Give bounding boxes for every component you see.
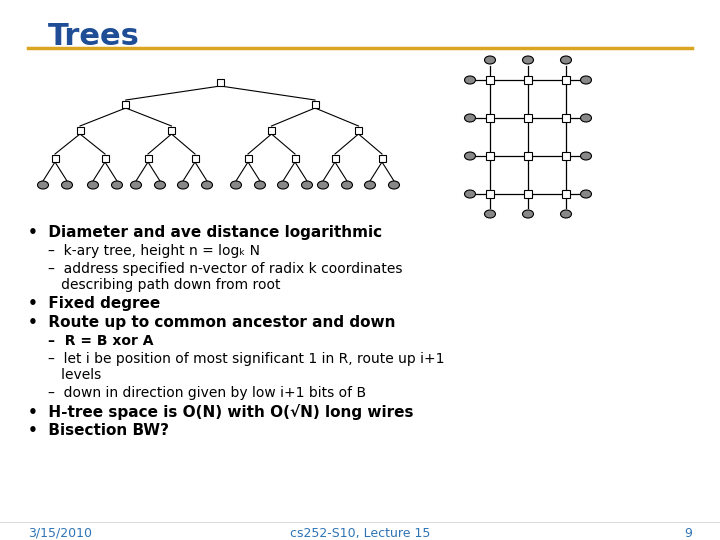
- Ellipse shape: [523, 56, 534, 64]
- Bar: [486, 152, 494, 160]
- Ellipse shape: [37, 181, 48, 189]
- Bar: [192, 154, 199, 161]
- Bar: [312, 100, 318, 107]
- Text: •  Route up to common ancestor and down: • Route up to common ancestor and down: [28, 315, 395, 330]
- Text: •  Fixed degree: • Fixed degree: [28, 296, 161, 311]
- Ellipse shape: [277, 181, 289, 189]
- Ellipse shape: [155, 181, 166, 189]
- Text: 9: 9: [684, 527, 692, 540]
- Bar: [145, 154, 151, 161]
- Bar: [486, 114, 494, 122]
- Ellipse shape: [112, 181, 122, 189]
- Bar: [331, 154, 338, 161]
- Ellipse shape: [464, 76, 475, 84]
- Text: •  H-tree space is O(N) with O(√N) long wires: • H-tree space is O(N) with O(√N) long w…: [28, 404, 413, 420]
- Ellipse shape: [254, 181, 266, 189]
- Ellipse shape: [341, 181, 353, 189]
- Ellipse shape: [560, 210, 572, 218]
- Text: Trees: Trees: [48, 22, 140, 51]
- Text: –  k-ary tree, height n = logₖ N: – k-ary tree, height n = logₖ N: [48, 244, 260, 258]
- Ellipse shape: [580, 190, 592, 198]
- Text: –  address specified n-vector of radix k coordinates
   describing path down fro: – address specified n-vector of radix k …: [48, 262, 402, 292]
- Bar: [217, 78, 224, 85]
- Ellipse shape: [464, 190, 475, 198]
- Bar: [562, 152, 570, 160]
- Bar: [122, 100, 130, 107]
- Bar: [486, 190, 494, 198]
- Text: –  R = B xor A: – R = B xor A: [48, 334, 153, 348]
- Text: –  let i be position of most significant 1 in R, route up i+1
   levels: – let i be position of most significant …: [48, 352, 444, 382]
- Ellipse shape: [130, 181, 142, 189]
- Text: •  Bisection BW?: • Bisection BW?: [28, 423, 169, 438]
- Text: •  Diameter and ave distance logarithmic: • Diameter and ave distance logarithmic: [28, 225, 382, 240]
- Bar: [292, 154, 299, 161]
- Bar: [524, 76, 532, 84]
- Text: cs252-S10, Lecture 15: cs252-S10, Lecture 15: [290, 527, 430, 540]
- Text: 3/15/2010: 3/15/2010: [28, 527, 92, 540]
- Bar: [486, 76, 494, 84]
- Bar: [524, 114, 532, 122]
- Ellipse shape: [464, 152, 475, 160]
- Ellipse shape: [364, 181, 376, 189]
- Bar: [168, 126, 175, 133]
- Ellipse shape: [61, 181, 73, 189]
- Ellipse shape: [302, 181, 312, 189]
- Bar: [245, 154, 251, 161]
- Ellipse shape: [178, 181, 189, 189]
- Bar: [52, 154, 58, 161]
- Ellipse shape: [560, 56, 572, 64]
- Bar: [562, 76, 570, 84]
- Bar: [102, 154, 109, 161]
- Bar: [76, 126, 84, 133]
- Ellipse shape: [230, 181, 241, 189]
- Ellipse shape: [580, 114, 592, 122]
- Bar: [268, 126, 275, 133]
- Ellipse shape: [202, 181, 212, 189]
- Bar: [355, 126, 362, 133]
- Text: –  down in direction given by low i+1 bits of B: – down in direction given by low i+1 bit…: [48, 386, 366, 400]
- Ellipse shape: [318, 181, 328, 189]
- Bar: [562, 190, 570, 198]
- Ellipse shape: [580, 76, 592, 84]
- Ellipse shape: [485, 210, 495, 218]
- Bar: [379, 154, 385, 161]
- Ellipse shape: [580, 152, 592, 160]
- Bar: [524, 190, 532, 198]
- Ellipse shape: [88, 181, 99, 189]
- Bar: [562, 114, 570, 122]
- Ellipse shape: [464, 114, 475, 122]
- Ellipse shape: [523, 210, 534, 218]
- Ellipse shape: [389, 181, 400, 189]
- Ellipse shape: [485, 56, 495, 64]
- Bar: [524, 152, 532, 160]
